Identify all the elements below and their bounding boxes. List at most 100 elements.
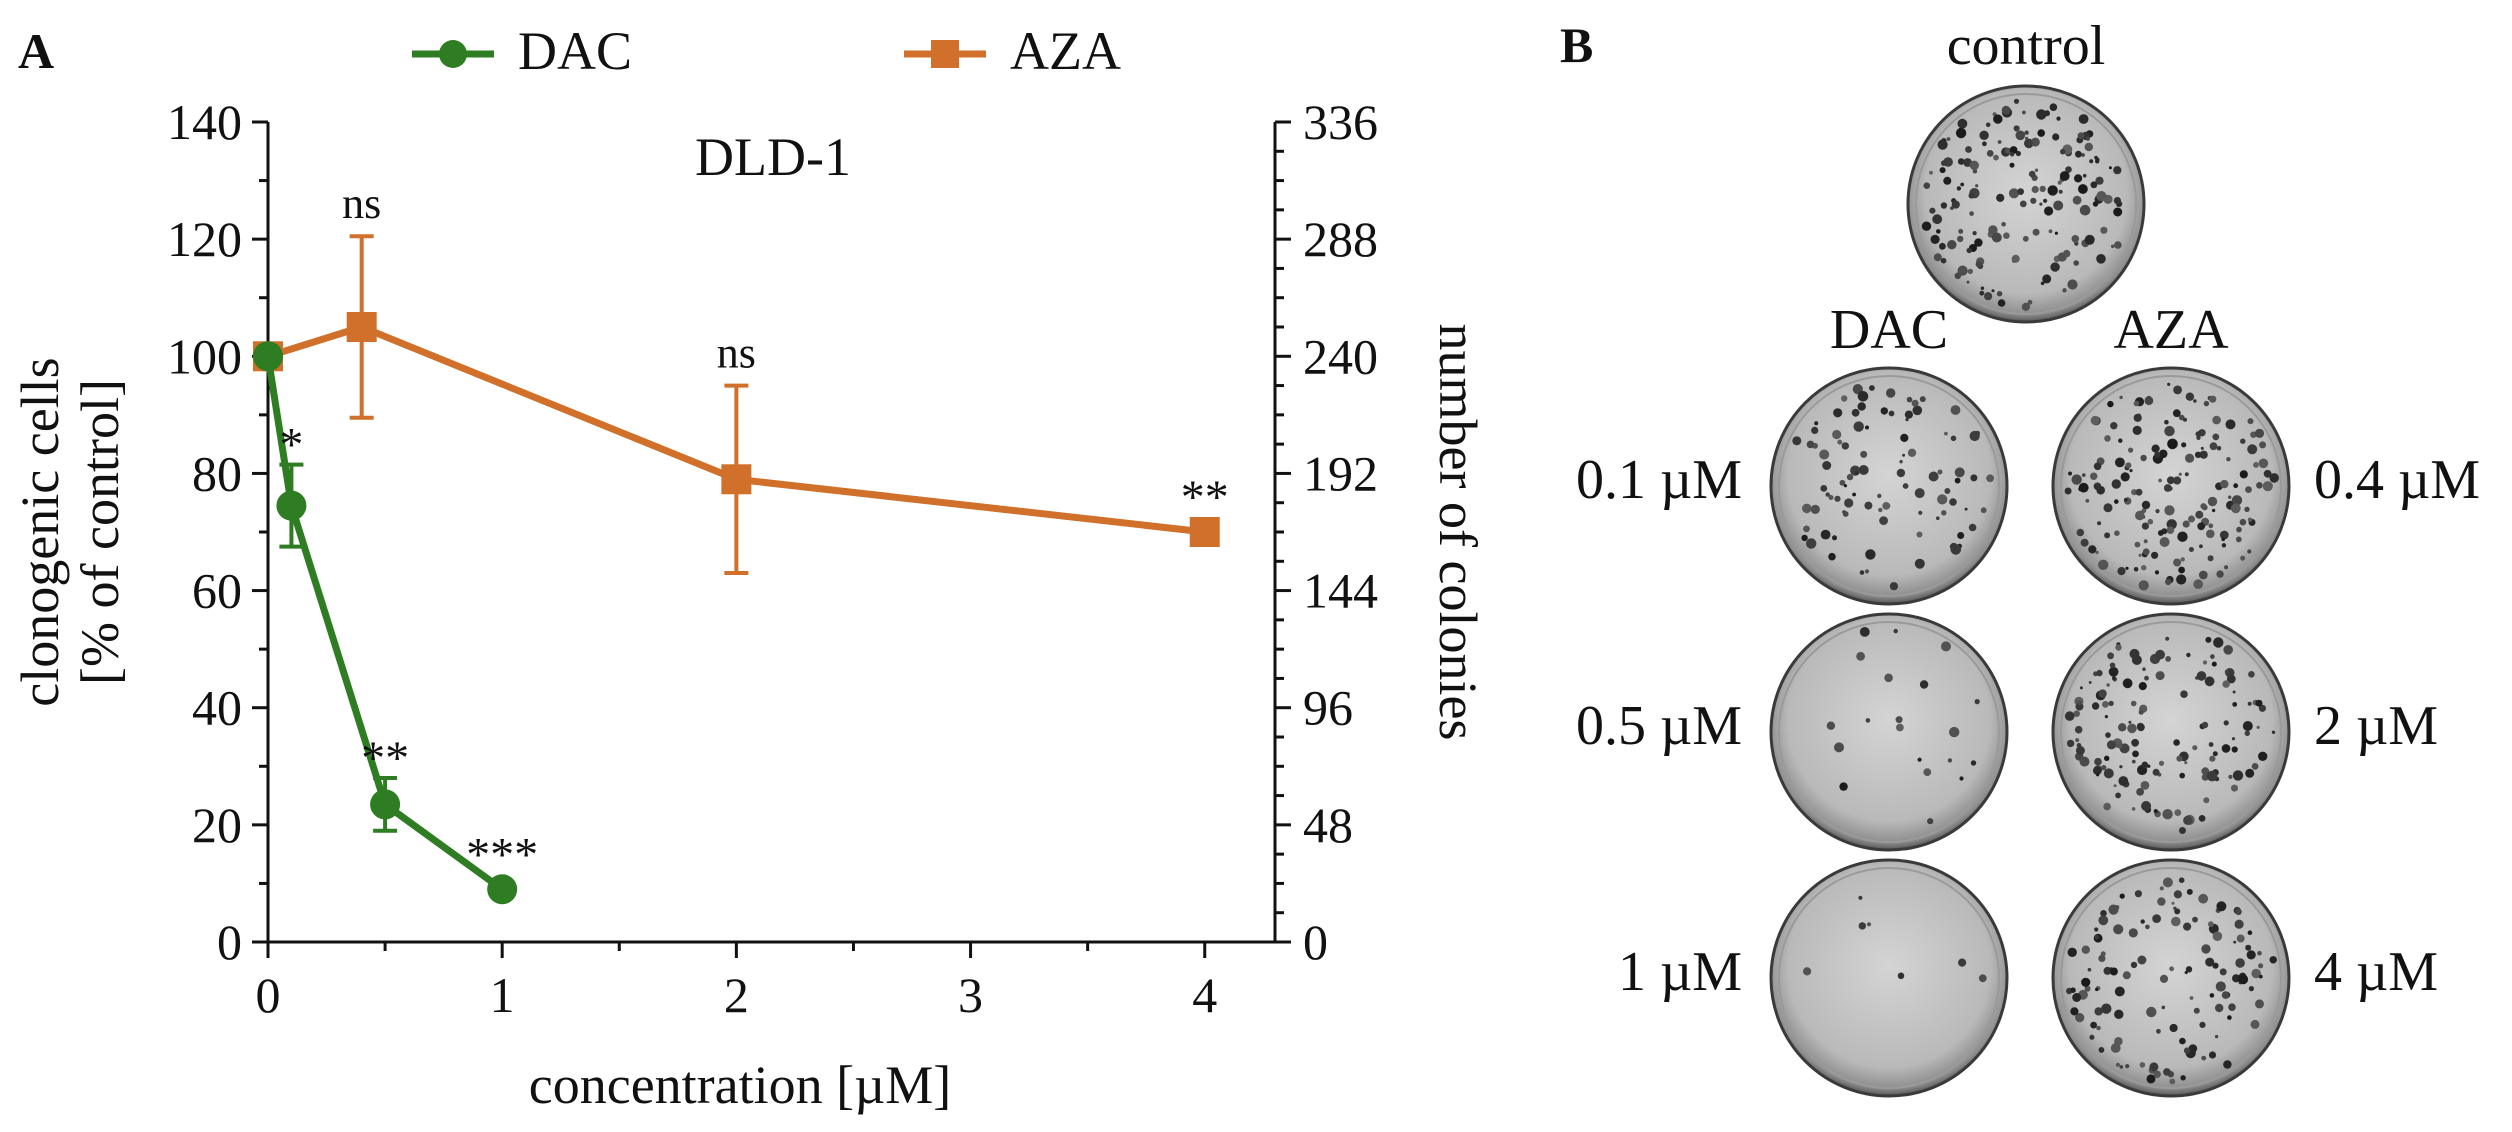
colony xyxy=(1834,742,1844,753)
colony xyxy=(1954,477,1961,484)
colony xyxy=(2206,529,2215,539)
colony xyxy=(2075,746,2085,755)
y-tick-label: 20 xyxy=(192,797,242,853)
colony xyxy=(2130,961,2138,969)
colony xyxy=(2194,451,2202,458)
x-tick-label: 0 xyxy=(256,967,281,1023)
colony xyxy=(1970,760,1977,766)
colony xyxy=(2117,743,2123,749)
colony xyxy=(2180,1075,2186,1081)
colony xyxy=(2205,636,2212,643)
colony xyxy=(2226,674,2236,684)
colony xyxy=(2070,987,2076,993)
colony xyxy=(2159,537,2170,547)
colony xyxy=(2090,1021,2098,1029)
colony xyxy=(1814,421,1819,426)
y2-tick-label: 48 xyxy=(1303,797,1353,853)
colony xyxy=(2185,392,2195,401)
colony xyxy=(2125,566,2129,570)
colony xyxy=(2054,231,2058,235)
colony xyxy=(2015,130,2026,141)
colony xyxy=(1917,757,1922,762)
colony xyxy=(2090,415,2100,425)
colony xyxy=(2050,262,2060,272)
colony xyxy=(2169,966,2175,972)
colony xyxy=(1947,758,1953,763)
colony xyxy=(2215,981,2226,992)
colony xyxy=(1974,238,1983,247)
colony xyxy=(1967,268,1974,275)
colony xyxy=(1912,405,1923,416)
colony xyxy=(2173,906,2177,910)
colony xyxy=(1911,399,1919,407)
dish-plate xyxy=(1769,858,2009,1098)
colony xyxy=(2161,1005,2166,1010)
colony xyxy=(2223,720,2229,726)
colony xyxy=(1833,408,1843,418)
colony xyxy=(2138,580,2149,591)
colony xyxy=(2118,723,2127,732)
colony xyxy=(2245,486,2252,493)
colony xyxy=(1978,974,1987,983)
colony xyxy=(2242,721,2253,731)
colony xyxy=(2079,204,2091,216)
series-line xyxy=(264,355,505,893)
aza-column-header: AZA xyxy=(2113,299,2229,361)
colony xyxy=(2201,1055,2207,1061)
colony xyxy=(2247,418,2254,425)
colony xyxy=(2255,999,2264,1009)
colony xyxy=(2234,919,2244,929)
colony xyxy=(2056,116,2061,121)
colony xyxy=(2075,702,2084,711)
colony xyxy=(2078,114,2089,124)
colony xyxy=(2205,957,2215,967)
colony xyxy=(2077,132,2085,140)
colony xyxy=(1854,471,1859,475)
colony xyxy=(2093,766,2102,775)
colony xyxy=(1905,418,1909,422)
colony xyxy=(2210,654,2215,659)
colony xyxy=(2198,893,2209,904)
colony xyxy=(2019,200,2027,208)
colony xyxy=(2178,472,2182,476)
colony xyxy=(2188,515,2195,523)
colony xyxy=(2254,428,2265,438)
colony xyxy=(2022,235,2029,242)
colony xyxy=(2250,1019,2260,1029)
colony xyxy=(2124,498,2128,502)
colony xyxy=(1860,450,1868,458)
colony xyxy=(2262,481,2273,492)
x-tick-label: 3 xyxy=(958,967,983,1023)
colony xyxy=(2114,241,2122,249)
colony xyxy=(2104,435,2111,442)
panel-b: B control DAC AZA 0.1 µM 0.5 µM 1 µM 0.4… xyxy=(1560,15,2480,1098)
colony xyxy=(2180,557,2185,562)
colony xyxy=(2028,170,2036,178)
colony xyxy=(2119,395,2123,400)
colony xyxy=(1966,280,1970,284)
colony xyxy=(2164,505,2175,516)
colony xyxy=(2219,968,2227,976)
colony xyxy=(1921,221,1932,231)
colony xyxy=(2095,550,2099,555)
colony xyxy=(2057,252,2067,262)
colony xyxy=(2164,425,2175,437)
colony xyxy=(2108,166,2112,170)
dac-column-header: DAC xyxy=(1830,299,1948,361)
y2-tick-label: 144 xyxy=(1303,563,1378,619)
colony xyxy=(2257,950,2262,956)
colony xyxy=(2133,567,2139,572)
colony xyxy=(1819,449,1830,460)
colony xyxy=(1923,182,1931,189)
colony xyxy=(2141,565,2147,571)
colony xyxy=(2183,815,2193,826)
colony xyxy=(2073,260,2079,266)
colony xyxy=(2078,486,2083,492)
colony xyxy=(2142,548,2150,556)
colony xyxy=(2152,768,2160,776)
colony xyxy=(2174,809,2182,816)
colony xyxy=(2122,678,2133,689)
colony xyxy=(2098,915,2109,926)
colony xyxy=(1882,502,1891,510)
